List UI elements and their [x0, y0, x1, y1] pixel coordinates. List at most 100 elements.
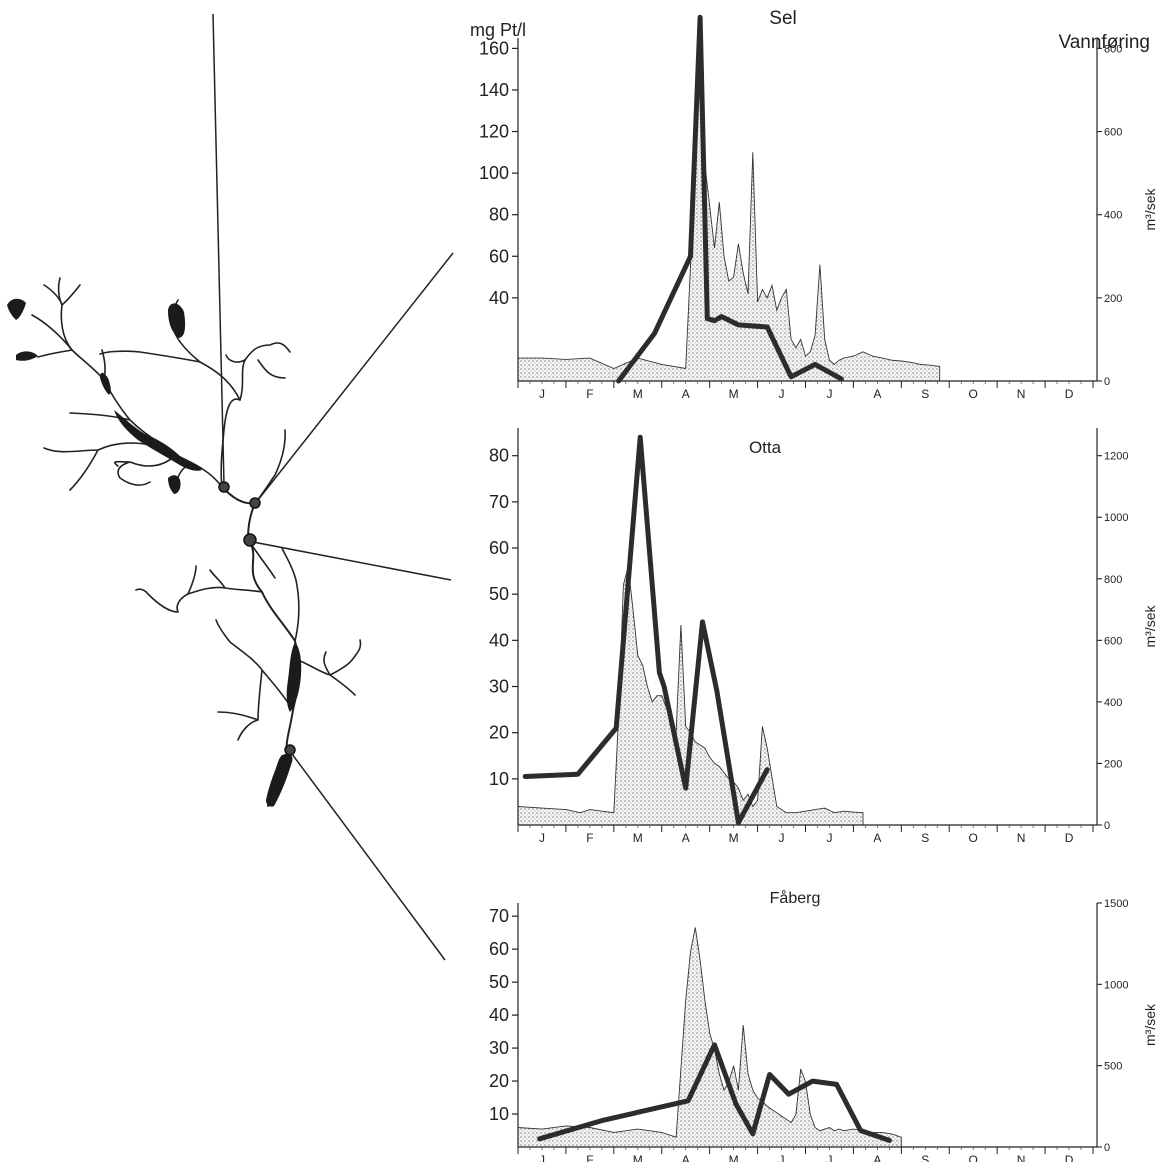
- color-line: [537, 1042, 892, 1143]
- pointer-line-otta-lower: [252, 541, 452, 581]
- month-label: J: [779, 1153, 785, 1162]
- month-label: J: [826, 1153, 832, 1162]
- pointer-line-faberg: [291, 753, 446, 961]
- y-tick-label: 10: [489, 769, 509, 789]
- y2-tick-label: 600: [1104, 127, 1122, 139]
- month-label: J: [539, 831, 545, 845]
- pointer-line-sel: [212, 13, 225, 485]
- left-axis-unit: mg Pt/l: [470, 20, 526, 40]
- month-label: A: [873, 1153, 881, 1162]
- y-tick-label: 60: [489, 939, 509, 959]
- month-label: N: [1017, 1153, 1026, 1162]
- y2-tick-label: 600: [1104, 635, 1122, 647]
- station-node: [249, 497, 261, 509]
- month-label: J: [539, 1153, 545, 1162]
- month-label: A: [682, 831, 690, 845]
- month-label: F: [586, 831, 593, 845]
- month-label: S: [921, 387, 929, 401]
- month-label: F: [586, 1153, 593, 1162]
- month-label: A: [682, 1153, 690, 1162]
- month-label: N: [1017, 831, 1026, 845]
- y2-tick-label: 500: [1104, 1061, 1122, 1073]
- color-line: [522, 434, 770, 826]
- y2-tick-label: 1000: [1104, 979, 1128, 991]
- y2-tick-label: 0: [1104, 376, 1110, 388]
- y2-tick-label: 0: [1104, 820, 1110, 832]
- y2-tick-label: 400: [1104, 697, 1122, 709]
- y-tick-label: 160: [479, 38, 509, 58]
- y2-axis-label: m³/sek: [1142, 1003, 1158, 1046]
- chart-title: Fåberg: [770, 889, 821, 907]
- discharge-area: [517, 566, 864, 826]
- y-tick-label: 10: [489, 1104, 509, 1124]
- chart-panel-otta: 1020304050607080020040060080010001200m³/…: [489, 428, 1158, 845]
- color-line: [616, 14, 844, 384]
- y2-axis-label: m³/sek: [1142, 188, 1158, 231]
- chart-title: Otta: [749, 438, 782, 457]
- month-label: N: [1017, 387, 1026, 401]
- y2-tick-label: 400: [1104, 210, 1122, 222]
- chart-panel-sel: 40 60 80 100 120 140 160 0 200 400 600 800 m³/sek J F M…: [479, 8, 1158, 401]
- y-tick-label: 80: [489, 446, 509, 466]
- y-tick-label: 40: [489, 288, 509, 308]
- station-node: [284, 744, 296, 756]
- month-label: M: [633, 831, 643, 845]
- month-label: M: [633, 387, 643, 401]
- station-pointer-lines: [212, 13, 454, 961]
- month-label: O: [969, 387, 978, 401]
- month-label: S: [921, 1153, 929, 1162]
- y2-tick-label: 800: [1104, 574, 1122, 586]
- y2-tick-label: 0: [1104, 1142, 1110, 1154]
- month-label: S: [921, 831, 929, 845]
- month-label: D: [1065, 1153, 1074, 1162]
- month-label: J: [826, 831, 832, 845]
- month-label: A: [873, 831, 881, 845]
- chart-title: Sel: [769, 8, 796, 29]
- month-label: J: [779, 387, 785, 401]
- right-axis-label: Vannføring: [1058, 32, 1150, 53]
- chart-panel-faberg: 10 20 30 40 50 60 70 0 500 1000 1500 m³/sek J F M A M J J A…: [489, 889, 1158, 1167]
- month-label: J: [539, 387, 545, 401]
- y-tick-label: 70: [489, 906, 509, 926]
- y-tick-label: 40: [489, 1005, 509, 1025]
- station-node: [243, 533, 257, 547]
- y2-axis-label: m³/sek: [1142, 605, 1158, 648]
- discharge-area: [517, 927, 902, 1148]
- y2-tick-label: 1000: [1104, 512, 1128, 524]
- month-label: D: [1065, 831, 1074, 845]
- pointer-line-otta: [257, 252, 454, 501]
- y-tick-label: 60: [489, 246, 509, 266]
- month-label: M: [729, 387, 739, 401]
- y-tick-label: 30: [489, 677, 509, 697]
- month-label: J: [779, 831, 785, 845]
- y-tick-label: 40: [489, 630, 509, 650]
- month-label: A: [682, 387, 690, 401]
- month-label: O: [969, 831, 978, 845]
- y-tick-label: 120: [479, 122, 509, 142]
- y-tick-label: 30: [489, 1038, 509, 1058]
- month-label: D: [1065, 387, 1074, 401]
- y2-tick-label: 200: [1104, 293, 1122, 305]
- y2-tick-label: 1500: [1104, 898, 1128, 910]
- month-label: O: [969, 1153, 978, 1162]
- y-tick-label: 50: [489, 584, 509, 604]
- y2-tick-label: 800: [1104, 43, 1122, 55]
- y-tick-label: 50: [489, 972, 509, 992]
- month-label: J: [826, 387, 832, 401]
- y2-tick-label: 200: [1104, 758, 1122, 770]
- month-label: M: [633, 1153, 643, 1162]
- y-tick-label: 20: [489, 723, 509, 743]
- y-tick-label: 100: [479, 163, 509, 183]
- y-tick-label: 140: [479, 80, 509, 100]
- y-tick-label: 80: [489, 205, 509, 225]
- river-network-map: [7, 277, 362, 807]
- discharge-area: [517, 73, 941, 382]
- y-tick-label: 20: [489, 1071, 509, 1091]
- month-label: M: [729, 831, 739, 845]
- y-tick-label: 70: [489, 492, 509, 512]
- y-tick-label: 60: [489, 538, 509, 558]
- month-label: F: [586, 387, 593, 401]
- month-label: A: [873, 387, 881, 401]
